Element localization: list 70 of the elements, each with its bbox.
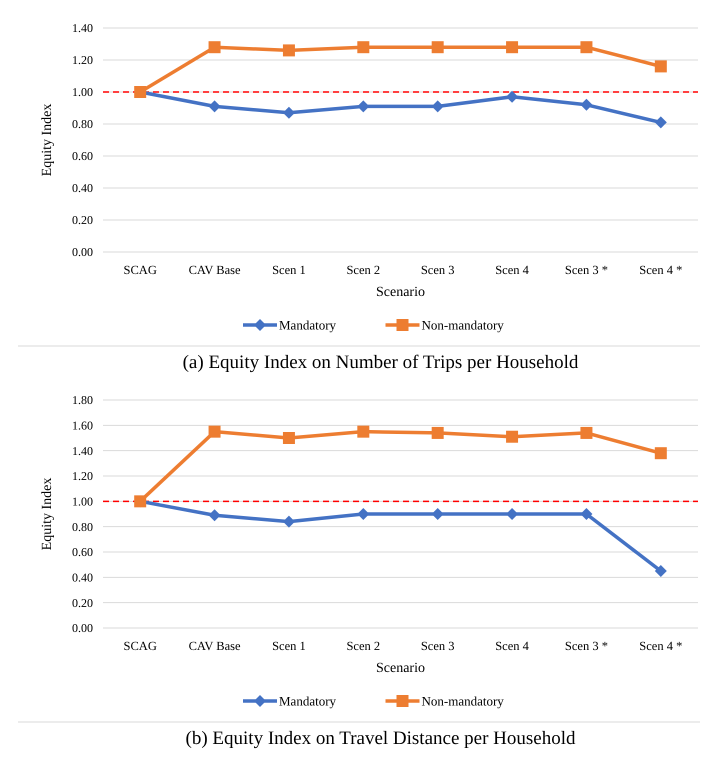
y-tick-label: 0.40 — [72, 181, 93, 196]
point — [654, 447, 667, 460]
point — [432, 508, 444, 520]
point — [282, 44, 295, 56]
y-axis-title: Equity Index — [40, 478, 55, 550]
x-tick-label: Scen 4 * — [639, 639, 682, 653]
x-tick-label: Scen 3 * — [564, 639, 608, 653]
x-tick-label: SCAG — [124, 263, 157, 277]
point — [282, 432, 295, 444]
y-tick-label: 0.00 — [72, 621, 93, 636]
x-tick-label: Scen 3 — [420, 639, 455, 653]
x-tick-label: Scen 2 — [346, 639, 380, 653]
text: (a) Equity Index on Number of Trips per Household — [182, 352, 579, 373]
x-tick-label: Scen 4 — [495, 263, 530, 277]
legend-label: Mandatory — [279, 694, 337, 709]
x-tick-label: Scen 4 — [495, 639, 530, 653]
y-tick-label: 1.20 — [72, 469, 93, 484]
y-tick-label: 0.80 — [72, 117, 93, 132]
point — [357, 41, 370, 54]
legend-label: Non-mandatory — [422, 694, 504, 709]
point — [654, 565, 667, 577]
point — [580, 426, 592, 439]
x-tick-label: CAV Base — [188, 639, 241, 653]
y-tick-label: 0.60 — [72, 149, 93, 164]
point — [506, 90, 518, 103]
x-tick-label: SCAG — [124, 639, 157, 653]
point — [580, 41, 592, 54]
point — [506, 430, 518, 443]
x-tick-label: Scen 3 — [420, 263, 455, 277]
point — [506, 41, 518, 54]
point — [654, 116, 667, 128]
x-tick-label: CAV Base — [188, 263, 241, 277]
y-axis-title: Equity Index — [40, 104, 55, 176]
y-tick-label: 0.20 — [72, 213, 93, 228]
legend-label: Mandatory — [279, 318, 337, 333]
x-axis-title: Scenario — [376, 285, 425, 300]
point — [432, 100, 444, 112]
point — [208, 509, 221, 522]
y-tick-label: 0.40 — [72, 570, 93, 585]
point — [580, 98, 592, 111]
y-tick-label: 0.20 — [72, 596, 93, 610]
y-tick-label: 1.80 — [72, 393, 93, 408]
point — [357, 100, 370, 112]
x-axis-title: Scenario — [376, 661, 425, 676]
point — [654, 60, 667, 72]
point — [432, 426, 444, 439]
y-tick-label: 1.00 — [72, 494, 93, 509]
point — [432, 41, 444, 54]
y-tick-label: 1.40 — [72, 21, 93, 36]
point — [208, 41, 221, 54]
x-tick-label: Scen 2 — [346, 263, 380, 277]
y-tick-label: 1.60 — [72, 418, 93, 433]
y-tick-label: 1.20 — [72, 53, 93, 68]
text: (b) Equity Index on Travel Distance per Household — [186, 728, 576, 749]
point — [357, 426, 370, 438]
y-tick-label: 0.00 — [72, 245, 93, 260]
x-tick-label: Scen 1 — [272, 263, 306, 277]
y-tick-label: 1.40 — [72, 444, 93, 458]
point — [208, 426, 221, 438]
y-tick-label: 1.00 — [72, 85, 93, 100]
x-tick-label: Scen 3 * — [564, 263, 608, 277]
x-tick-label: Scen 4 * — [639, 263, 682, 277]
y-tick-label: 0.80 — [72, 520, 93, 534]
point — [357, 508, 370, 520]
x-tick-label: Scen 1 — [272, 639, 306, 653]
point — [282, 106, 295, 119]
point — [282, 516, 295, 528]
legend-label: Non-mandatory — [422, 318, 504, 333]
point — [208, 100, 221, 112]
y-tick-label: 0.60 — [72, 545, 93, 560]
